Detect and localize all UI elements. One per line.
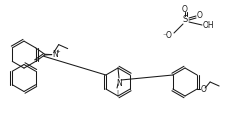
Text: |: | (116, 89, 118, 95)
Text: OH: OH (203, 22, 215, 30)
Text: O: O (201, 84, 207, 93)
Text: O: O (197, 11, 203, 20)
Text: O: O (182, 4, 188, 13)
Text: +: + (56, 49, 61, 54)
Text: N: N (53, 50, 59, 59)
Text: ⁻O: ⁻O (162, 32, 172, 41)
Text: S: S (182, 15, 188, 25)
Text: I: I (116, 89, 118, 94)
Text: N: N (116, 79, 122, 88)
